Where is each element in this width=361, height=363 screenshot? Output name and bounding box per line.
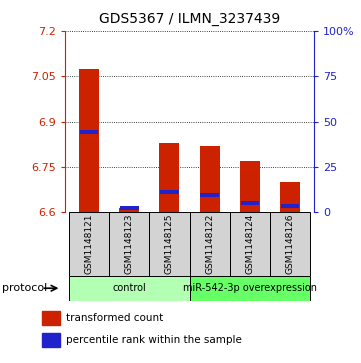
Bar [119, 208, 139, 212]
Bar [200, 146, 219, 212]
Bar [149, 212, 190, 276]
Bar [240, 201, 259, 205]
Bar [42, 311, 60, 325]
Bar [80, 130, 98, 134]
Bar [190, 276, 310, 301]
Bar [69, 276, 190, 301]
Bar [160, 190, 179, 194]
Bar [190, 212, 230, 276]
Bar [281, 204, 299, 208]
Bar [280, 182, 300, 212]
Text: GSM1148126: GSM1148126 [286, 214, 295, 274]
Bar [200, 193, 219, 197]
Text: GSM1148123: GSM1148123 [125, 214, 134, 274]
Bar [109, 212, 149, 276]
Bar [160, 143, 179, 212]
Text: transformed count: transformed count [66, 313, 164, 323]
Bar [42, 333, 60, 347]
Bar [230, 212, 270, 276]
Text: percentile rank within the sample: percentile rank within the sample [66, 335, 242, 344]
Text: GSM1148121: GSM1148121 [84, 214, 93, 274]
Text: GSM1148122: GSM1148122 [205, 214, 214, 274]
Text: GSM1148124: GSM1148124 [245, 214, 254, 274]
Bar [79, 69, 99, 212]
Bar [240, 161, 260, 212]
Bar [120, 206, 139, 210]
Text: control: control [112, 283, 146, 293]
Title: GDS5367 / ILMN_3237439: GDS5367 / ILMN_3237439 [99, 12, 280, 26]
Text: protocol: protocol [2, 283, 47, 293]
Bar [270, 212, 310, 276]
Bar [69, 212, 109, 276]
Text: GSM1148125: GSM1148125 [165, 214, 174, 274]
Text: miR-542-3p overexpression: miR-542-3p overexpression [183, 283, 317, 293]
